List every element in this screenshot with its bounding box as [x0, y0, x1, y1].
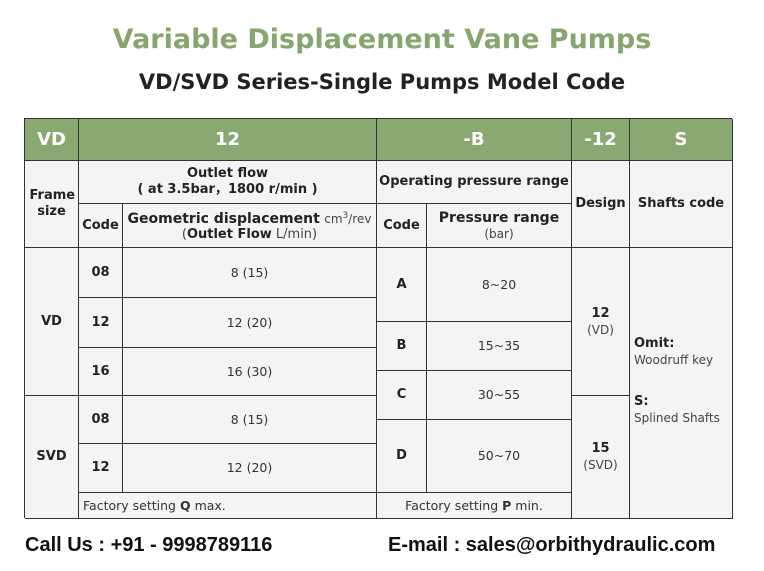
- outlet-flow-header: Outlet flow ( at 3.5bar，1800 r/min ): [79, 161, 377, 204]
- operating-pressure-header: Operating pressure range: [377, 161, 572, 204]
- flow-code: 16: [79, 348, 123, 396]
- flow-value: 12 (20): [123, 444, 377, 493]
- header-12: 12: [79, 119, 377, 161]
- factory-setting-q: Factory setting Q max.: [79, 493, 377, 519]
- flow-value: 8 (15): [123, 396, 377, 444]
- design-vd: 12 (VD): [572, 248, 630, 396]
- pressure-range-header: Pressure range (bar): [427, 204, 572, 248]
- pressure-code: A: [377, 248, 427, 322]
- frame-vd: VD: [25, 248, 79, 396]
- flow-code: 08: [79, 248, 123, 298]
- pressure-range: 8~20: [427, 248, 572, 322]
- header-b: -B: [377, 119, 572, 161]
- shafts-code-cell: Omit: Woodruff key S: Splined Shafts: [630, 248, 733, 519]
- page-subtitle: VD/SVD Series-Single Pumps Model Code: [138, 70, 626, 94]
- pressure-code-header: Code: [377, 204, 427, 248]
- header-design: -12: [572, 119, 630, 161]
- pressure-code: D: [377, 420, 427, 493]
- flow-value: 8 (15): [123, 248, 377, 298]
- flow-value: 12 (20): [123, 298, 377, 348]
- pressure-code: C: [377, 371, 427, 420]
- header-s: S: [630, 119, 733, 161]
- flow-code: 12: [79, 298, 123, 348]
- phone-contact: Call Us : +91 - 9998789116: [25, 534, 273, 556]
- model-code-table: VD 12 -B -12 S Frame size Outlet flow ( …: [24, 118, 733, 519]
- flow-code: 08: [79, 396, 123, 444]
- factory-setting-p: Factory setting P min.: [377, 493, 572, 519]
- design-header: Design: [572, 161, 630, 248]
- flow-code: 12: [79, 444, 123, 493]
- page-title: Variable Displacement Vane Pumps: [112, 24, 652, 55]
- email-contact: E-mail : sales@orbithydraulic.com: [388, 534, 716, 556]
- design-svd: 15 (SVD): [572, 396, 630, 519]
- frame-svd: SVD: [25, 396, 79, 519]
- geometric-displacement-header: Geometric displacement cm3/rev (Outlet F…: [123, 204, 377, 248]
- header-vd: VD: [25, 119, 79, 161]
- flow-value: 16 (30): [123, 348, 377, 396]
- code-header: Code: [79, 204, 123, 248]
- pressure-range: 50~70: [427, 420, 572, 493]
- pressure-range: 15~35: [427, 322, 572, 371]
- pressure-code: B: [377, 322, 427, 371]
- shafts-code-header: Shafts code: [630, 161, 733, 248]
- frame-size-header: Frame size: [25, 161, 79, 248]
- pressure-range: 30~55: [427, 371, 572, 420]
